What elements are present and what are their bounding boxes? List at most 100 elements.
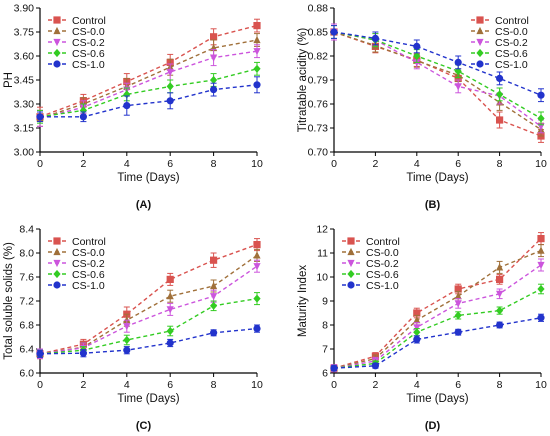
y-tick-label: 3.90 [14,3,35,15]
y-tick-label: 8.0 [19,248,34,260]
data-point [210,301,218,310]
x-tick-label: 10 [251,158,263,170]
y-tick-label: 12 [316,224,328,236]
data-point [166,326,174,336]
series-line [39,243,258,355]
x-tick-label: 4 [124,379,130,391]
x-tick-label: 4 [414,379,420,391]
series-line [39,265,258,355]
y-tick-label: 0.85 [308,27,329,39]
series-cs-0-2 [36,259,261,360]
data-point [123,323,131,331]
data-point [413,309,421,317]
chart-panel-4: 6 7 8 9 10 11 12 0 2 4 6 8 10 Time (Days) Maturity Ind… [297,224,547,433]
data-point [253,251,261,259]
x-tick-label: 6 [455,379,461,391]
x-tick-label: 2 [80,379,86,391]
legend-marker [53,16,61,24]
x-tick-label: 10 [251,379,263,391]
series-line [39,50,258,120]
data-point [330,364,338,372]
y-tick-label: 3.60 [14,51,35,63]
legend-label: Control [72,15,106,27]
legend-marker [53,48,61,58]
series-line [333,31,542,131]
legend-marker [53,259,61,268]
series-line [39,24,258,118]
y-tick-label: 7.6 [19,272,34,284]
data-point [253,64,261,73]
series-line [333,238,542,369]
data-point [253,22,261,30]
data-point [253,294,261,303]
legend-label: CS-0.0 [72,247,105,259]
legend-label: CS-0.6 [495,48,528,60]
legend-marker [53,237,61,245]
y-tick-label: 0.70 [308,147,329,159]
data-point [253,241,261,249]
panel-label: (D) [425,420,441,432]
y-tick-label: 3.45 [14,75,35,87]
series-cs-1-0 [36,76,261,123]
chart-panel-2: 0.70 0.73 0.76 0.79 0.82 0.85 0.88 0 2 4 6 8 10 Time … [297,3,547,212]
legend-marker [53,247,61,256]
x-tick-label: 0 [37,379,43,391]
y-tick-label: 10 [316,272,328,284]
x-tick-label: 0 [331,379,337,391]
data-point [166,68,174,77]
data-point [496,275,504,283]
data-point [253,81,261,89]
x-tick-label: 8 [497,379,503,391]
data-point [253,48,261,56]
data-point [36,113,44,121]
x-tick-label: 0 [331,158,337,170]
y-tick-label: 0.82 [308,51,329,63]
x-tick-label: 4 [414,158,420,170]
data-point [166,292,174,300]
data-point [210,54,218,62]
data-point [36,350,44,358]
series-cs-0-6 [36,292,261,358]
y-axis-title: Maturity Index [297,265,309,337]
x-axis-title: Time (Days) [117,393,179,405]
legend-marker [53,269,61,279]
series-line [333,31,542,96]
data-point [371,362,379,370]
data-point [79,349,87,357]
data-point [496,74,504,82]
legend-label: CS-0.2 [366,258,399,270]
y-tick-label: 9 [322,296,328,308]
legend-label: CS-0.2 [495,37,528,49]
y-tick-label: 3.00 [14,147,35,159]
legend-marker [476,60,484,68]
data-point [413,328,421,337]
data-point [496,116,504,124]
y-tick-label: 7 [322,344,328,356]
data-point [210,75,218,85]
series-line [39,297,258,355]
x-axis-title: Time (Days) [117,172,179,184]
series-cs-1-0 [36,324,261,358]
x-tick-label: 2 [80,158,86,170]
series-cs-0-6 [330,283,545,373]
series-line [333,288,542,369]
data-point [413,316,421,324]
data-point [537,91,545,99]
x-tick-label: 8 [211,158,217,170]
y-tick-label: 8 [322,320,328,332]
legend-marker [476,38,484,47]
data-point [123,102,131,110]
legend-label: CS-0.6 [366,269,399,281]
series-line [39,327,258,355]
series-control [36,238,261,360]
x-tick-label: 6 [167,379,173,391]
data-point [166,339,174,347]
y-tick-label: 3.30 [14,99,35,111]
legend-label: Control [366,236,400,248]
legend-marker [53,26,61,35]
x-axis-title: Time (Days) [406,393,468,405]
chart-panel-1: 3.00 3.15 3.30 3.45 3.60 3.75 3.90 0 2 4 6 8 10 Time … [3,3,263,212]
data-point [454,83,462,91]
